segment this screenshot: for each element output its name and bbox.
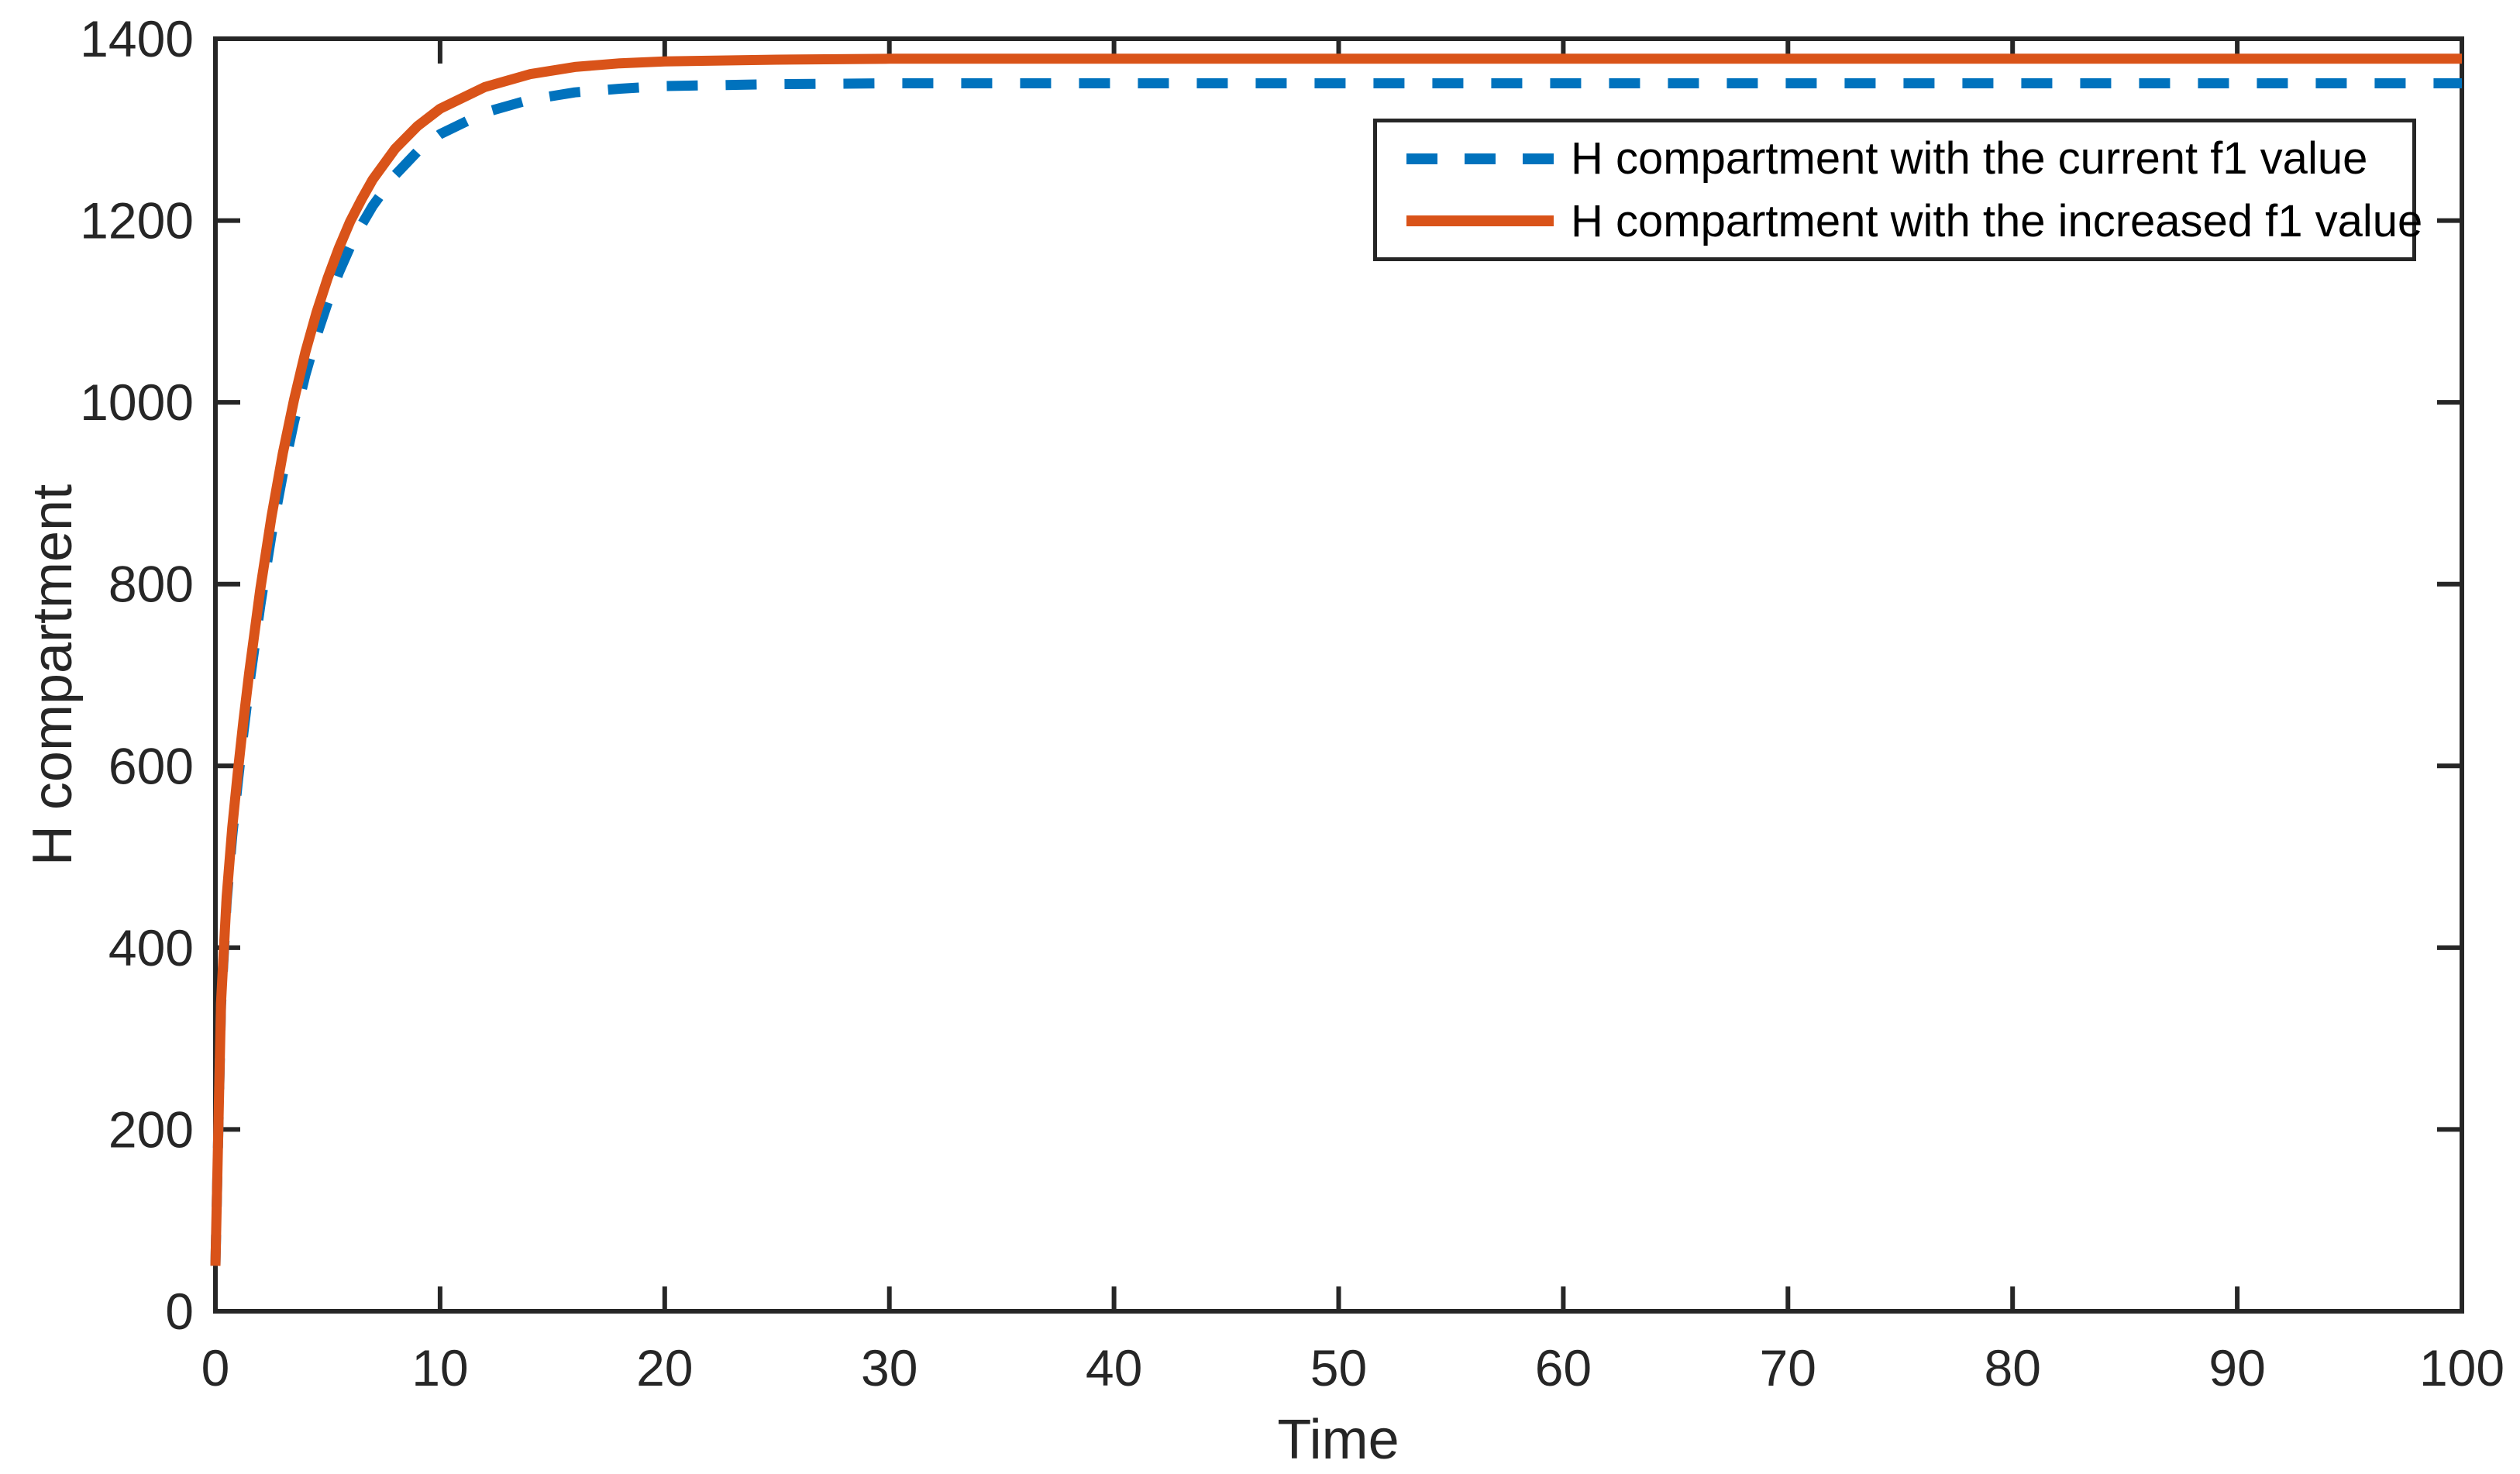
tick-labels: 0 10 20 30 40 50 60 70 80 90 100020040060080010001…	[80, 10, 2505, 1397]
y-tick-label: 400	[108, 919, 194, 976]
x-axis-label: Time	[1277, 1409, 1399, 1471]
y-tick-label: 1000	[80, 374, 194, 431]
legend-label-increased-f1: H compartment with the increased f1 valu…	[1571, 195, 2423, 246]
x-tick-label: 70	[1760, 1339, 1816, 1397]
y-tick-label: 0	[165, 1283, 194, 1340]
x-tick-label: 80	[1984, 1339, 2040, 1397]
x-tick-label: 30	[861, 1339, 917, 1397]
legend-item-increased-f1: H compartment with the increased f1 valu…	[1406, 195, 2422, 247]
y-tick-label: 1400	[80, 10, 194, 67]
x-tick-label: 0	[201, 1339, 230, 1397]
y-axis-label: H compartment	[22, 484, 84, 866]
x-tick-label: 90	[2208, 1339, 2265, 1397]
x-tick-label: 40	[1086, 1339, 1142, 1397]
legend-label-current-f1: H compartment with the current f1 value	[1571, 133, 2368, 184]
legend-swatch-solid-line	[1406, 215, 1554, 227]
x-tick-label: 100	[2419, 1339, 2505, 1397]
y-tick-label: 1200	[80, 192, 194, 250]
x-tick-label: 50	[1310, 1339, 1367, 1397]
y-tick-label: 800	[108, 556, 194, 613]
x-tick-label: 10	[411, 1339, 468, 1397]
curves	[210, 53, 2462, 1266]
legend-swatch-dashed-line	[1406, 153, 1554, 164]
curve-current-f1	[210, 78, 2462, 1266]
x-tick-label: 20	[636, 1339, 693, 1397]
y-tick-label: 200	[108, 1100, 194, 1158]
x-tick-label: 60	[1535, 1339, 1592, 1397]
legend-item-current-f1: H compartment with the current f1 value	[1406, 133, 2412, 184]
y-tick-label: 600	[108, 737, 194, 794]
legend: H compartment with the current f1 value …	[1373, 119, 2422, 261]
curve-increased-f1	[210, 53, 2462, 1266]
